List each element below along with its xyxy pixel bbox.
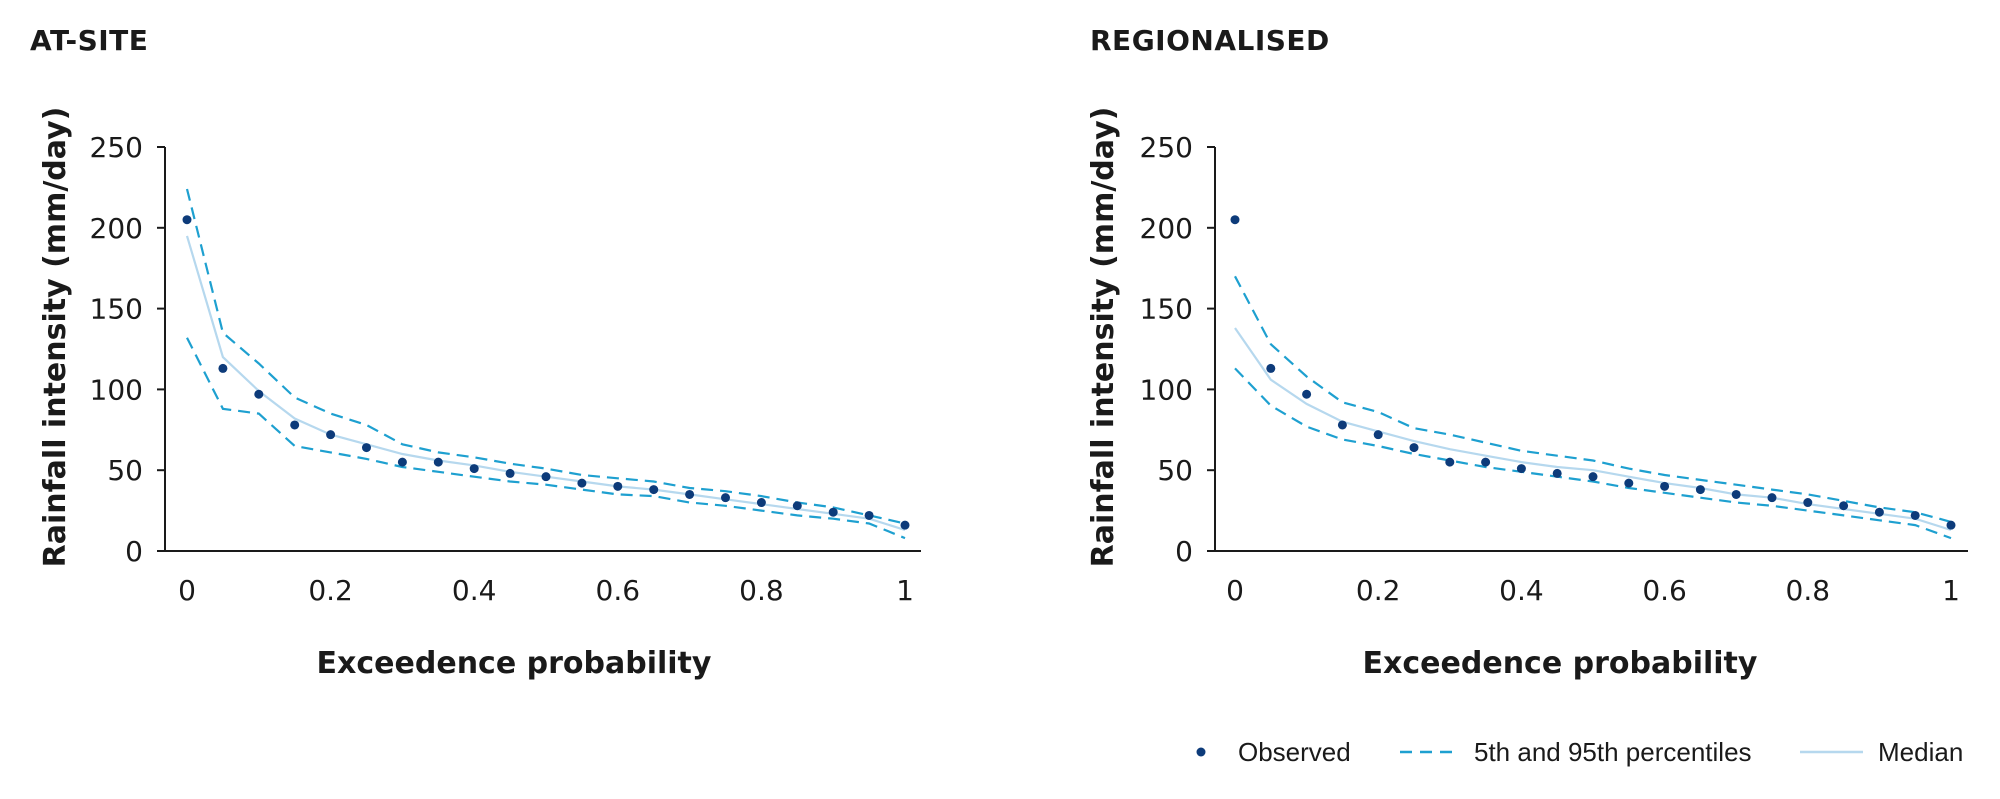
observed-point [577, 478, 587, 488]
observed-point [182, 215, 192, 225]
x-tick-label: 0.8 [1786, 574, 1831, 607]
legend-observed-label: Observed [1238, 737, 1351, 767]
observed-point [1767, 493, 1777, 503]
y-axis-label: Rainfall intensity (mm/day) [38, 107, 73, 568]
observed-point [218, 363, 228, 373]
observed-point [1660, 481, 1670, 491]
observed-point [1910, 510, 1920, 520]
observed-point [505, 468, 515, 478]
legend-observed-marker [1196, 747, 1206, 757]
observed-point [1803, 498, 1813, 508]
observed-point [1337, 420, 1347, 430]
chart-panel-regionalised: 0 50 100 150 200 250 0 0.2 0.4 0.6 0.8 1 Exceedence … [1086, 107, 1968, 681]
legend: Observed 5th and 95th percentiles Median [1196, 737, 1963, 767]
series-line-percentile-upper [1234, 275, 1952, 523]
observed-point [290, 420, 300, 430]
x-tick-label: 0.8 [739, 574, 784, 607]
observed-point [1373, 430, 1383, 440]
y-axis-label: Rainfall intensity (mm/day) [1086, 107, 1121, 568]
observed-point [433, 457, 443, 467]
y-tick-label: 150 [90, 293, 143, 326]
observed-point [1874, 507, 1884, 517]
series-line-median [1234, 327, 1952, 532]
x-axis-label: Exceedence probability [1363, 646, 1758, 681]
y-tick-label: 150 [1140, 293, 1193, 326]
observed-point [649, 485, 659, 495]
observed-point [756, 498, 766, 508]
observed-point [1946, 520, 1956, 530]
observed-point [613, 481, 623, 491]
y-tick-label: 0 [1175, 535, 1193, 568]
observed-point [254, 389, 264, 399]
y-tick-label: 0 [125, 535, 143, 568]
observed-point [792, 501, 802, 511]
x-tick-label: 0 [178, 574, 196, 607]
x-tick-label: 0.6 [1642, 574, 1687, 607]
series-line-percentile-lower [186, 337, 906, 540]
x-axis-label: Exceedence probability [317, 646, 712, 681]
observed-point [1481, 457, 1491, 467]
observed-point [1409, 443, 1419, 453]
observed-point [541, 472, 551, 482]
observed-point [1266, 363, 1276, 373]
series-line-median [185, 235, 906, 532]
x-tick-label: 0 [1226, 574, 1244, 607]
x-tick-label: 0.4 [1499, 574, 1544, 607]
observed-point [685, 489, 695, 499]
observed-point [828, 507, 838, 517]
x-tick-label: 0.2 [1356, 574, 1401, 607]
y-tick-label: 200 [90, 212, 143, 245]
observed-point [1230, 215, 1240, 225]
observed-point [362, 443, 371, 453]
observed-point [397, 457, 407, 467]
observed-point [721, 493, 730, 503]
observed-point [1731, 489, 1741, 499]
y-tick-label: 250 [1140, 131, 1193, 164]
x-tick-label: 1 [1942, 574, 1960, 607]
observed-point [469, 464, 479, 474]
observed-point [326, 430, 336, 440]
observed-point [900, 520, 910, 530]
series-line-percentile-upper [185, 188, 906, 525]
y-tick-label: 250 [90, 131, 143, 164]
legend-percentile-label: 5th and 95th percentiles [1474, 737, 1752, 767]
observed-point [1695, 485, 1705, 495]
panel-title-regionalised: REGIONALISED [1090, 24, 1330, 57]
panel-title-at-site: AT-SITE [30, 24, 149, 57]
observed-point [1839, 501, 1849, 511]
observed-point [1302, 389, 1312, 399]
observed-point [1516, 464, 1526, 474]
observed-point [1552, 468, 1562, 478]
legend-median-label: Median [1878, 737, 1963, 767]
observed-point [1588, 472, 1598, 482]
y-tick-label: 100 [1140, 373, 1193, 406]
observed-point [864, 510, 874, 520]
observed-point [1624, 478, 1634, 488]
x-tick-label: 0.4 [452, 574, 497, 607]
observed-point [1445, 457, 1455, 467]
x-tick-label: 0.2 [308, 574, 353, 607]
chart-panel-at-site: 0 50 100 150 200 250 0 0.2 0.4 0.6 0.8 1 Exceedence … [38, 107, 921, 681]
x-tick-label: 0.6 [596, 574, 641, 607]
series-line-percentile-lower [1234, 367, 1952, 540]
y-tick-label: 100 [90, 373, 143, 406]
y-tick-label: 200 [1140, 212, 1193, 245]
y-tick-label: 50 [1157, 454, 1193, 487]
x-tick-label: 1 [896, 574, 914, 607]
y-tick-label: 50 [107, 454, 143, 487]
